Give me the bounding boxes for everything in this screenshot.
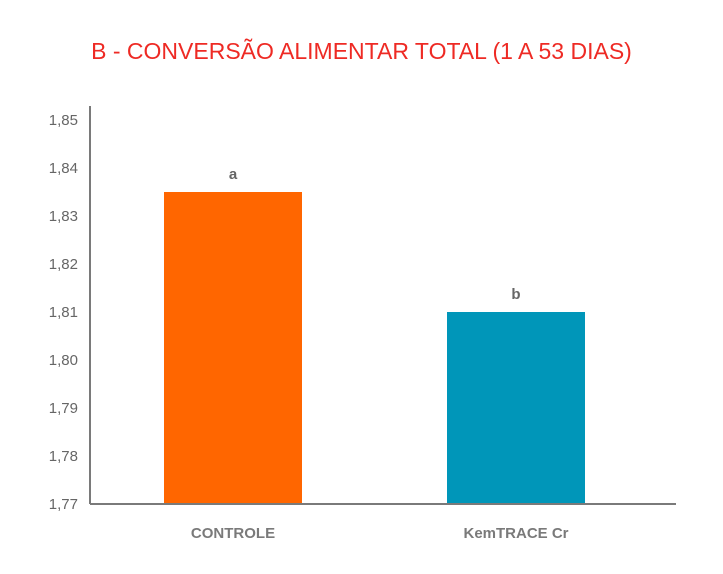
- x-axis-categories: CONTROLE KemTRACE Cr: [191, 525, 569, 542]
- y-tick-label: 1,84: [49, 160, 78, 177]
- bar-data-label: a: [229, 166, 238, 183]
- data-labels: ab: [229, 166, 521, 303]
- y-axis-ticks: 1,77 1,78 1,79 1,80 1,81 1,82 1,83 1,84 1,85: [49, 112, 78, 513]
- chart-title: B - CONVERSÃO ALIMENTAR TOTAL (1 A 53 DI…: [91, 38, 632, 64]
- y-tick-label: 1,78: [49, 448, 78, 465]
- y-tick-label: 1,77: [49, 496, 78, 513]
- bar-1: [447, 312, 585, 504]
- y-tick-label: 1,81: [49, 304, 78, 321]
- y-tick-label: 1,83: [49, 208, 78, 225]
- x-category-label: KemTRACE Cr: [463, 525, 568, 542]
- bars: [164, 192, 585, 504]
- bar-data-label: b: [511, 286, 520, 303]
- bar-0: [164, 192, 302, 504]
- y-tick-label: 1,82: [49, 256, 78, 273]
- y-tick-label: 1,85: [49, 112, 78, 129]
- y-tick-label: 1,80: [49, 352, 78, 369]
- x-category-label: CONTROLE: [191, 525, 275, 542]
- y-tick-label: 1,79: [49, 400, 78, 417]
